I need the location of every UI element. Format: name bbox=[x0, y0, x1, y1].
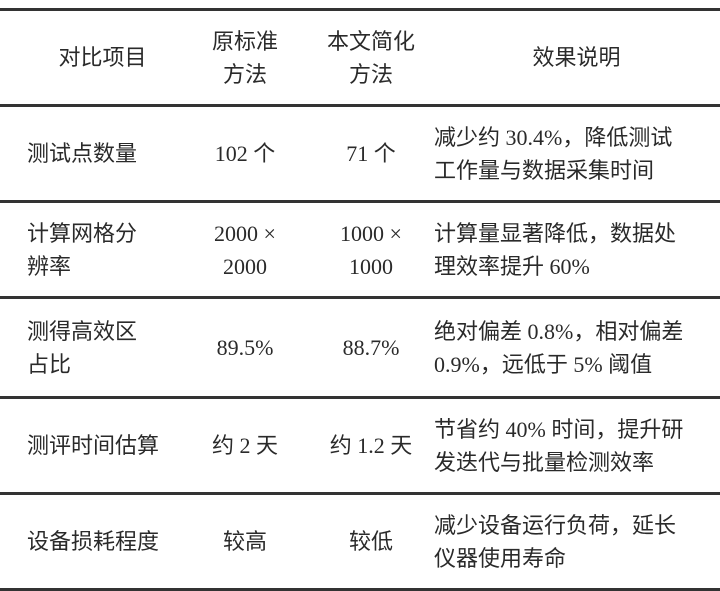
cell-simplified-method: 1000 × 1000 bbox=[312, 203, 430, 296]
row-divider bbox=[0, 104, 720, 107]
cell-simplified-method: 约 1.2 天 bbox=[312, 399, 430, 492]
cell-item: 测得高效区 占比 bbox=[27, 299, 192, 396]
cell-text-line: 88.7% bbox=[342, 335, 400, 360]
cell-text-line: 效果说明 bbox=[532, 45, 621, 70]
header-cell-simplified-method: 本文简化 方法 bbox=[312, 11, 430, 104]
row-divider bbox=[0, 200, 720, 203]
cell-text-line: 0.9%，远低于 5% 阈值 bbox=[434, 351, 653, 377]
cell-text-line: 1000 × bbox=[340, 220, 402, 246]
cell-text-line: 辨率 bbox=[27, 253, 72, 279]
table-row: 测试点数量 102 个 71 个 减少约 30.4%，降低测试 工作量与数据采集时间 bbox=[0, 107, 720, 200]
table-row: 设备损耗程度 较高 较低 减少设备运行负荷，延长 仪器使用寿命 bbox=[0, 495, 720, 588]
cell-text-line: 节省约 40% 时间，提升研 bbox=[434, 416, 684, 442]
cell-text-line: 本文简化 bbox=[326, 28, 415, 54]
cell-text-line: 工作量与数据采集时间 bbox=[434, 157, 655, 183]
cell-simplified-method: 较低 bbox=[312, 495, 430, 588]
cell-standard-method: 较高 bbox=[190, 495, 300, 588]
header-cell-effect-description: 效果说明 bbox=[434, 11, 719, 104]
cell-text-line: 2000 × bbox=[214, 220, 276, 246]
cell-text-line: 减少设备运行负荷，延长 bbox=[434, 512, 677, 538]
cell-item: 测评时间估算 bbox=[27, 399, 192, 492]
cell-text-line: 测试点数量 bbox=[27, 141, 138, 166]
cell-text-line: 占比 bbox=[27, 351, 72, 377]
cell-text-line: 绝对偏差 0.8%，相对偏差 bbox=[434, 318, 684, 344]
cell-text-line: 减少约 30.4%，降低测试 bbox=[434, 124, 673, 150]
cell-standard-method: 2000 × 2000 bbox=[190, 203, 300, 296]
table-row: 计算网格分辨率 2000 × 2000 1000 × 1000 计算量显著降低，数据处 理效… bbox=[0, 203, 720, 296]
cell-text-line: 计算量显著降低，数据处 bbox=[434, 220, 677, 246]
cell-text-line: 约 2 天 bbox=[211, 433, 278, 458]
cell-effect-description: 减少设备运行负荷，延长 仪器使用寿命 bbox=[434, 495, 720, 588]
row-divider bbox=[0, 296, 720, 299]
cell-simplified-method: 88.7% bbox=[312, 299, 430, 396]
cell-text-line: 仪器使用寿命 bbox=[434, 545, 567, 571]
table-row: 测评时间估算 约 2 天 约 1.2 天节省约 40% 时间，提升研 发迭代与批量检测… bbox=[0, 399, 720, 492]
cell-text-line: 较低 bbox=[348, 529, 393, 554]
cell-text-line: 102 个 bbox=[214, 141, 276, 166]
header-cell-standard-method: 原标准 方法 bbox=[190, 11, 300, 104]
cell-text-line: 89.5% bbox=[216, 335, 274, 360]
cell-text-line: 对比项目 bbox=[58, 45, 147, 70]
cell-text-line: 原标准 bbox=[211, 28, 278, 54]
cell-effect-description: 节省约 40% 时间，提升研 发迭代与批量检测效率 bbox=[434, 399, 720, 492]
cell-text-line: 发迭代与批量检测效率 bbox=[434, 449, 655, 475]
cell-text-line: 计算网格分 bbox=[27, 220, 138, 246]
cell-effect-description: 计算量显著降低，数据处 理效率提升 60% bbox=[434, 203, 720, 296]
cell-item: 计算网格分 辨率 bbox=[27, 203, 192, 296]
table-row: 测得高效区占比 89.5% 88.7% 绝对偏差 0.8%，相对偏差 0.9%，远低于 … bbox=[0, 299, 720, 396]
cell-text-line: 测得高效区 bbox=[27, 318, 138, 344]
top-rule bbox=[0, 8, 720, 11]
cell-standard-method: 89.5% bbox=[190, 299, 300, 396]
cell-text-line: 1000 bbox=[349, 253, 393, 279]
header-cell-item: 对比项目 bbox=[20, 11, 185, 104]
cell-text-line: 71 个 bbox=[346, 141, 396, 166]
bottom-rule bbox=[0, 588, 720, 591]
cell-effect-description: 绝对偏差 0.8%，相对偏差 0.9%，远低于 5% 阈值 bbox=[434, 299, 720, 396]
cell-effect-description: 减少约 30.4%，降低测试 工作量与数据采集时间 bbox=[434, 107, 720, 200]
cell-text-line: 设备损耗程度 bbox=[27, 529, 160, 554]
cell-standard-method: 102 个 bbox=[190, 107, 300, 200]
cell-text-line: 2000 bbox=[223, 253, 267, 279]
cell-text-line: 方法 bbox=[222, 61, 267, 87]
table-header-row: 对比项目 原标准 方法 本文简化 方法 效果说明 bbox=[0, 11, 720, 104]
cell-text-line: 测评时间估算 bbox=[27, 433, 160, 458]
row-divider bbox=[0, 396, 720, 399]
cell-item: 测试点数量 bbox=[27, 107, 192, 200]
cell-text-line: 方法 bbox=[348, 61, 393, 87]
cell-simplified-method: 71 个 bbox=[312, 107, 430, 200]
cell-text-line: 理效率提升 60% bbox=[434, 253, 590, 279]
cell-text-line: 约 1.2 天 bbox=[329, 433, 413, 458]
cell-text-line: 较高 bbox=[222, 529, 267, 554]
row-divider bbox=[0, 492, 720, 495]
cell-standard-method: 约 2 天 bbox=[190, 399, 300, 492]
cell-item: 设备损耗程度 bbox=[27, 495, 192, 588]
